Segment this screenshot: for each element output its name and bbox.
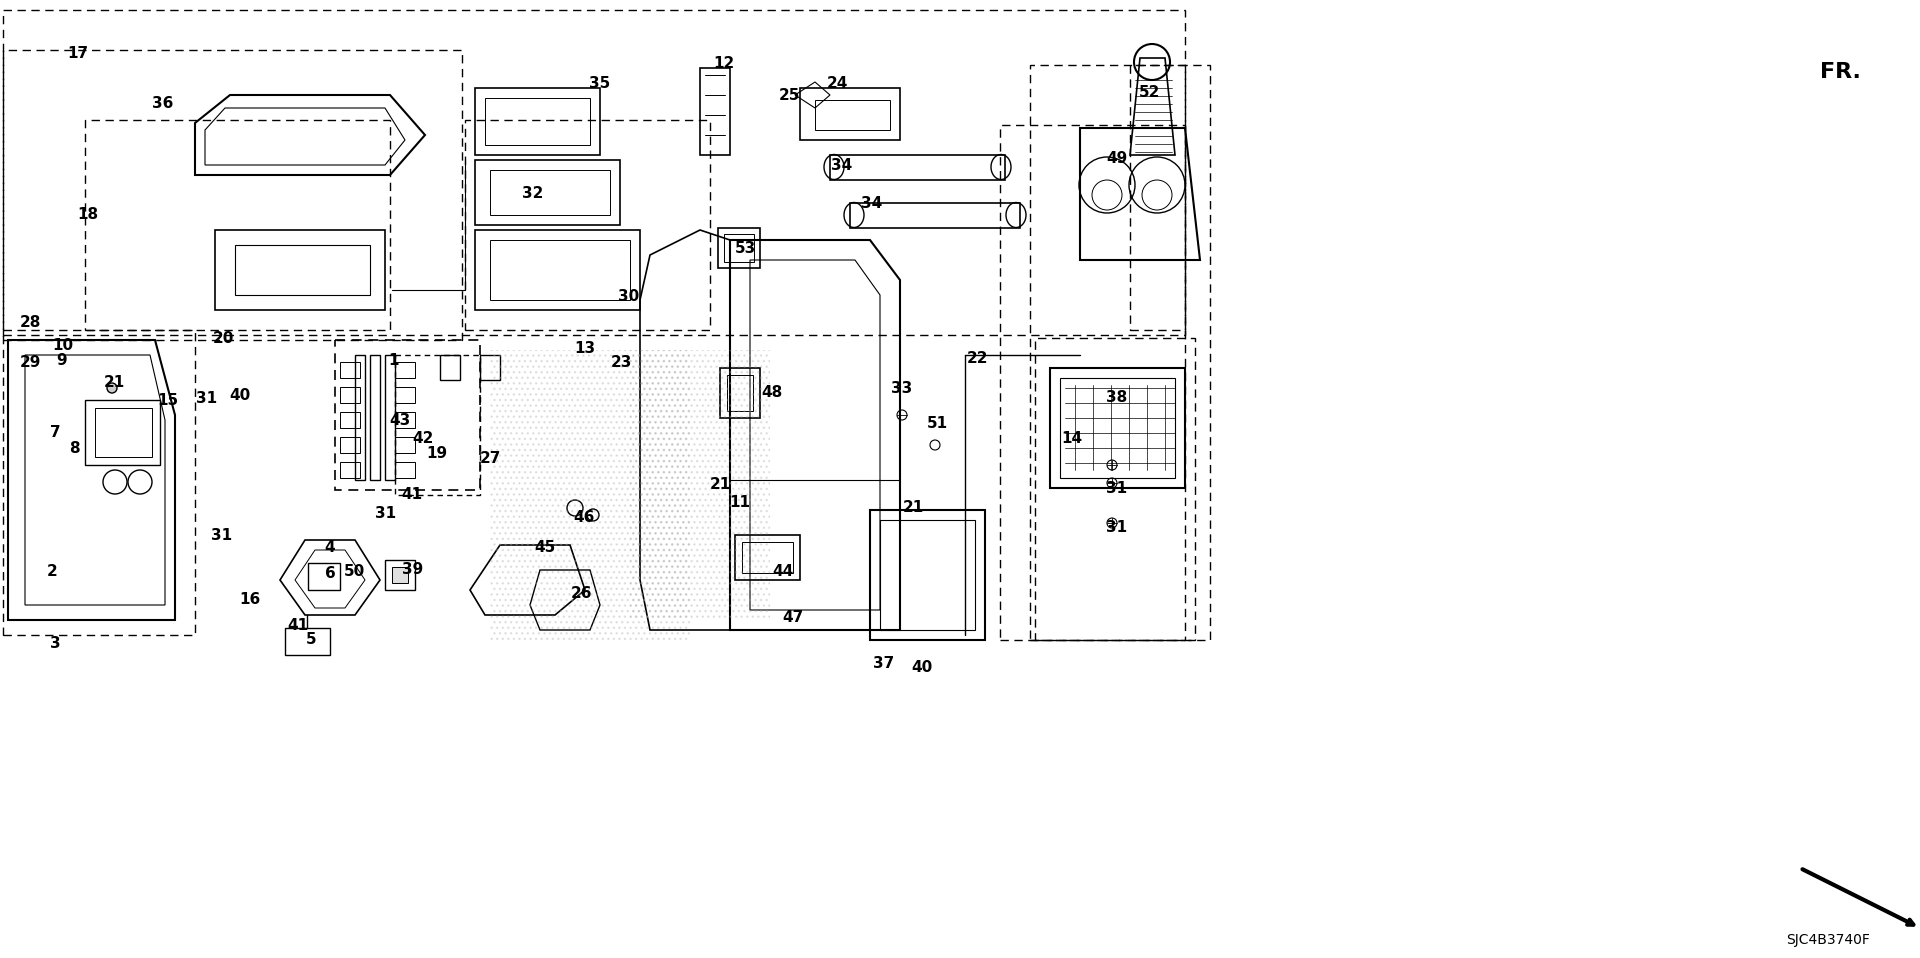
Text: 52: 52 <box>1139 84 1162 100</box>
Text: 35: 35 <box>589 76 611 90</box>
Bar <box>465 120 710 330</box>
Text: 41: 41 <box>288 619 309 633</box>
Text: 38: 38 <box>1106 390 1127 404</box>
Text: 14: 14 <box>1062 430 1083 445</box>
Text: 34: 34 <box>862 195 883 211</box>
Text: 43: 43 <box>390 413 411 427</box>
Text: 42: 42 <box>413 430 434 445</box>
Text: 44: 44 <box>772 564 793 580</box>
Text: 19: 19 <box>426 445 447 461</box>
Text: 47: 47 <box>781 609 804 625</box>
Text: 46: 46 <box>574 511 595 526</box>
Text: 8: 8 <box>69 441 79 455</box>
Text: 25: 25 <box>778 87 801 103</box>
Text: 6: 6 <box>324 566 336 582</box>
Text: 39: 39 <box>403 562 424 578</box>
Text: 17: 17 <box>67 45 88 60</box>
Text: 34: 34 <box>831 157 852 172</box>
Text: 37: 37 <box>874 656 895 672</box>
Text: 13: 13 <box>574 340 595 355</box>
Text: 29: 29 <box>19 354 40 370</box>
Text: 36: 36 <box>152 96 173 110</box>
Text: 32: 32 <box>522 186 543 200</box>
Text: FR.: FR. <box>1820 62 1860 82</box>
Text: 41: 41 <box>401 487 422 501</box>
Text: 9: 9 <box>58 353 67 368</box>
Text: 48: 48 <box>762 384 783 399</box>
Text: 24: 24 <box>826 76 849 90</box>
Text: 3: 3 <box>50 635 60 650</box>
Text: 40: 40 <box>228 387 252 402</box>
Bar <box>84 120 390 330</box>
Text: 12: 12 <box>714 56 735 71</box>
Text: 40: 40 <box>912 659 933 674</box>
Text: 27: 27 <box>480 450 501 466</box>
Text: 49: 49 <box>1106 150 1127 166</box>
Bar <box>4 10 1185 335</box>
Text: 16: 16 <box>240 592 261 607</box>
Text: 21: 21 <box>104 375 125 390</box>
Text: 51: 51 <box>927 416 948 430</box>
Bar <box>1000 125 1185 640</box>
Bar <box>1131 65 1185 330</box>
Text: 31: 31 <box>1106 520 1127 536</box>
Circle shape <box>108 383 117 393</box>
Text: 21: 21 <box>708 476 732 491</box>
Text: 21: 21 <box>902 500 924 515</box>
Bar <box>392 567 407 583</box>
Text: 28: 28 <box>19 314 40 330</box>
Text: 30: 30 <box>618 288 639 304</box>
Text: 26: 26 <box>572 586 593 602</box>
Text: 22: 22 <box>968 351 989 366</box>
Text: 11: 11 <box>730 494 751 510</box>
Text: 7: 7 <box>50 424 60 440</box>
Bar <box>630 350 770 620</box>
Text: 50: 50 <box>344 564 365 580</box>
Text: 45: 45 <box>534 539 555 555</box>
Bar <box>1029 65 1210 640</box>
Text: 31: 31 <box>196 391 217 405</box>
Text: 33: 33 <box>891 380 912 396</box>
Text: 15: 15 <box>157 393 179 407</box>
Text: 10: 10 <box>52 337 73 353</box>
Text: 20: 20 <box>213 331 234 346</box>
Text: 53: 53 <box>733 240 756 256</box>
Bar <box>4 330 196 635</box>
Bar <box>1035 338 1194 640</box>
Text: SJC4B3740F: SJC4B3740F <box>1786 933 1870 947</box>
Text: 18: 18 <box>77 207 98 221</box>
Text: 4: 4 <box>324 540 336 556</box>
Text: 31: 31 <box>376 507 397 521</box>
Text: 31: 31 <box>211 528 232 542</box>
Bar <box>4 50 463 340</box>
Text: 1: 1 <box>388 353 399 368</box>
Text: 31: 31 <box>1106 481 1127 495</box>
Text: 23: 23 <box>611 354 632 370</box>
Text: 2: 2 <box>46 564 58 580</box>
Text: 5: 5 <box>305 632 317 648</box>
Bar <box>490 350 689 640</box>
